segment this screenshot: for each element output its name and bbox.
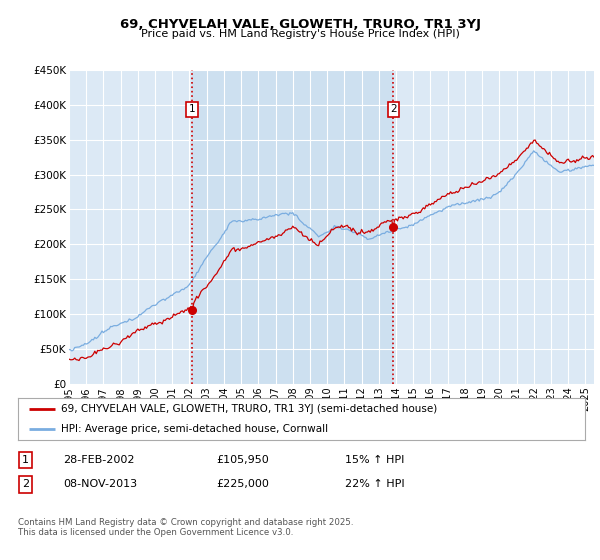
Text: HPI: Average price, semi-detached house, Cornwall: HPI: Average price, semi-detached house,… (61, 424, 328, 433)
Text: 08-NOV-2013: 08-NOV-2013 (63, 479, 137, 489)
Text: 1: 1 (22, 455, 29, 465)
Text: £225,000: £225,000 (216, 479, 269, 489)
Text: 22% ↑ HPI: 22% ↑ HPI (345, 479, 404, 489)
Text: £105,950: £105,950 (216, 455, 269, 465)
Text: 1: 1 (189, 104, 196, 114)
Text: 28-FEB-2002: 28-FEB-2002 (63, 455, 134, 465)
Text: Contains HM Land Registry data © Crown copyright and database right 2025.
This d: Contains HM Land Registry data © Crown c… (18, 518, 353, 538)
Text: Price paid vs. HM Land Registry's House Price Index (HPI): Price paid vs. HM Land Registry's House … (140, 29, 460, 39)
Text: 2: 2 (390, 104, 397, 114)
Text: 2: 2 (22, 479, 29, 489)
Text: 69, CHYVELAH VALE, GLOWETH, TRURO, TR1 3YJ (semi-detached house): 69, CHYVELAH VALE, GLOWETH, TRURO, TR1 3… (61, 404, 437, 414)
Bar (192, 70, 394, 384)
Text: 15% ↑ HPI: 15% ↑ HPI (345, 455, 404, 465)
Text: 69, CHYVELAH VALE, GLOWETH, TRURO, TR1 3YJ: 69, CHYVELAH VALE, GLOWETH, TRURO, TR1 3… (119, 18, 481, 31)
